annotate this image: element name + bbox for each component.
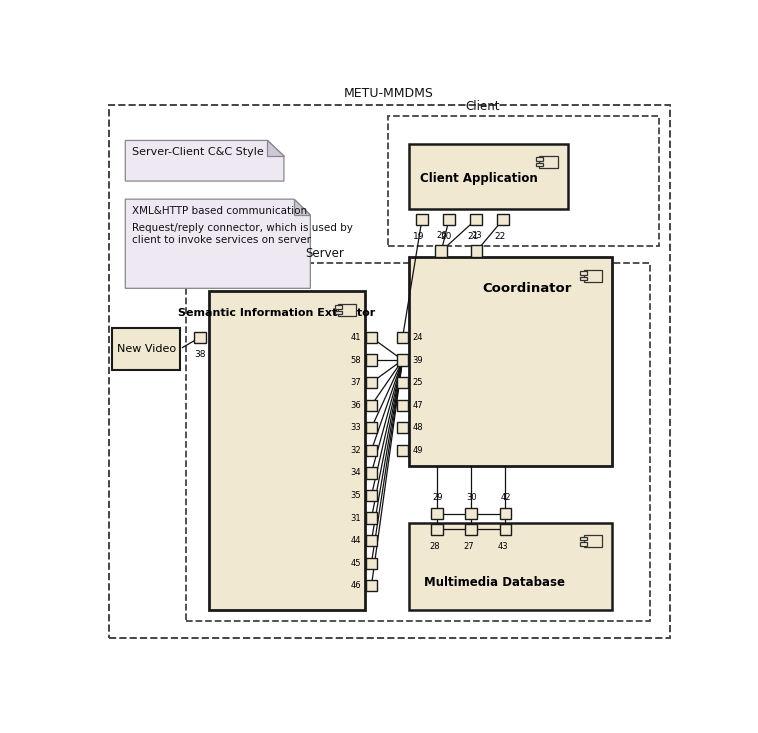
Bar — [416, 214, 428, 225]
Bar — [443, 214, 455, 225]
Bar — [365, 354, 377, 366]
Bar — [365, 490, 377, 501]
Text: Server-Client C&C Style: Server-Client C&C Style — [133, 147, 264, 157]
Text: 46: 46 — [350, 581, 361, 590]
Text: 47: 47 — [412, 401, 423, 410]
Bar — [409, 144, 568, 210]
Bar — [194, 332, 205, 343]
Bar — [396, 422, 409, 433]
Bar — [365, 512, 377, 523]
Text: 22: 22 — [494, 232, 506, 241]
Text: 39: 39 — [412, 356, 423, 364]
Text: Client: Client — [466, 100, 500, 114]
Text: 26: 26 — [436, 231, 446, 240]
Text: 30: 30 — [466, 493, 477, 502]
Bar — [335, 311, 342, 314]
Text: Semantic Information Extractor: Semantic Information Extractor — [177, 308, 375, 317]
Text: 25: 25 — [412, 378, 423, 387]
Bar — [500, 508, 511, 519]
Text: 33: 33 — [350, 423, 361, 432]
Bar — [365, 399, 377, 410]
Bar — [396, 399, 409, 410]
Bar — [465, 523, 478, 535]
Bar — [536, 158, 543, 161]
Text: 35: 35 — [350, 491, 361, 500]
Polygon shape — [125, 141, 284, 181]
Text: 43: 43 — [497, 542, 508, 550]
Bar — [365, 580, 377, 592]
Bar — [335, 306, 342, 309]
Bar — [581, 537, 587, 540]
Text: Coordinator: Coordinator — [482, 281, 572, 295]
Text: 48: 48 — [412, 423, 423, 432]
Text: 42: 42 — [500, 493, 511, 502]
Text: Request/reply connector, which is used by: Request/reply connector, which is used b… — [133, 223, 353, 233]
Bar — [409, 523, 612, 610]
Text: 45: 45 — [350, 559, 361, 567]
Polygon shape — [294, 199, 310, 215]
Bar — [584, 535, 602, 548]
Text: Client Application: Client Application — [420, 172, 537, 185]
Text: 24: 24 — [412, 333, 423, 342]
Bar — [581, 277, 587, 281]
Text: client to invoke services on server: client to invoke services on server — [133, 235, 312, 246]
Text: Server: Server — [305, 247, 344, 260]
Bar — [435, 246, 447, 257]
Bar — [536, 163, 543, 166]
Bar — [409, 257, 612, 466]
Bar — [470, 214, 482, 225]
Bar — [365, 332, 377, 343]
Bar — [365, 445, 377, 456]
Bar — [581, 542, 587, 545]
Bar — [112, 328, 180, 370]
Bar — [396, 377, 409, 388]
Bar — [396, 354, 409, 366]
Bar — [389, 117, 659, 246]
Text: 21: 21 — [468, 232, 479, 241]
Bar — [584, 270, 602, 282]
Polygon shape — [125, 199, 310, 288]
Text: 31: 31 — [350, 514, 361, 523]
Text: 38: 38 — [194, 350, 205, 359]
Text: 20: 20 — [440, 232, 452, 241]
Text: 36: 36 — [350, 401, 361, 410]
Bar — [465, 508, 478, 519]
Text: Multimedia Database: Multimedia Database — [424, 575, 565, 589]
Text: 58: 58 — [350, 356, 361, 364]
Bar — [365, 422, 377, 433]
Bar — [396, 445, 409, 456]
Text: XML&HTTP based communication: XML&HTTP based communication — [133, 206, 308, 216]
Bar — [431, 508, 443, 519]
Text: 44: 44 — [350, 536, 361, 545]
Text: 23: 23 — [471, 231, 482, 240]
Bar — [471, 246, 483, 257]
Text: 41: 41 — [350, 333, 361, 342]
Polygon shape — [268, 141, 284, 156]
Text: 37: 37 — [350, 378, 361, 387]
Bar — [581, 271, 587, 275]
Bar — [365, 535, 377, 546]
Text: 32: 32 — [350, 446, 361, 454]
Text: New Video: New Video — [117, 344, 176, 354]
Bar — [338, 303, 356, 316]
Text: METU-MMDMS: METU-MMDMS — [343, 87, 434, 100]
Bar — [365, 467, 377, 479]
Bar — [365, 558, 377, 569]
Text: 27: 27 — [463, 542, 474, 550]
Bar — [431, 523, 443, 535]
Text: 34: 34 — [350, 468, 361, 477]
Text: 49: 49 — [412, 446, 423, 454]
Text: 19: 19 — [413, 232, 424, 241]
Bar — [209, 291, 365, 610]
Bar — [540, 155, 558, 168]
Bar — [396, 332, 409, 343]
Text: 28: 28 — [429, 542, 440, 550]
Bar — [365, 377, 377, 388]
Bar — [186, 263, 650, 622]
Bar — [500, 523, 511, 535]
Text: 29: 29 — [432, 493, 443, 502]
Bar — [497, 214, 509, 225]
